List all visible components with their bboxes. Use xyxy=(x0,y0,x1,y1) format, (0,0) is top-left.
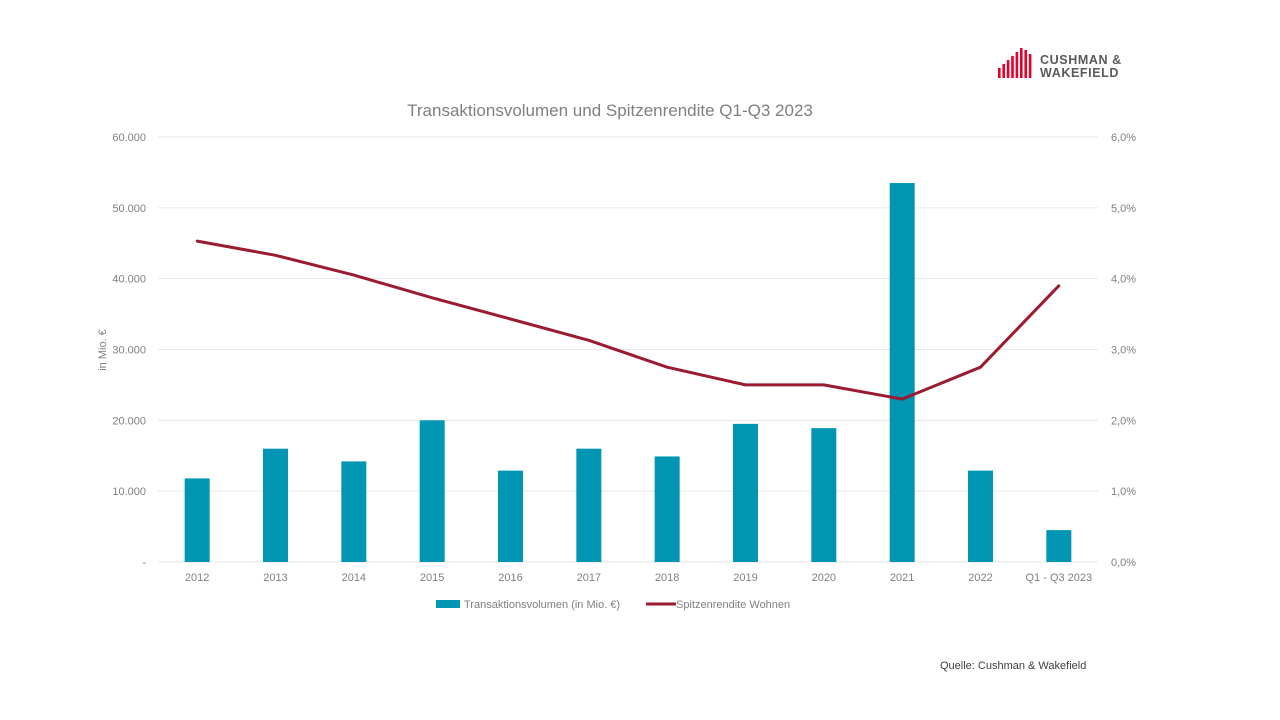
gridlines xyxy=(158,136,1098,563)
logo-stripe xyxy=(1020,48,1023,78)
chart-title: Transaktionsvolumen und Spitzenrendite Q… xyxy=(407,101,813,120)
brand-logo: CUSHMAN & WAKEFIELD xyxy=(996,48,1136,82)
left-tick-label: 30.000 xyxy=(112,345,146,357)
line-series xyxy=(195,239,1061,401)
right-tick-label: 3,0% xyxy=(1111,345,1136,357)
x-tick-label: 2020 xyxy=(812,572,836,584)
x-tick-label: 2014 xyxy=(342,572,366,584)
source-note: Quelle: Cushman & Wakefield xyxy=(940,660,1087,672)
logo-stripe xyxy=(1024,50,1027,78)
bar xyxy=(419,420,445,562)
legend-label-transaktionsvolumen: Transaktionsvolumen (in Mio. €) xyxy=(464,599,620,611)
left-tick-label: 20.000 xyxy=(112,415,146,427)
brand-line-1: CUSHMAN & xyxy=(1040,53,1122,67)
x-tick-label: 2016 xyxy=(498,572,522,584)
bar xyxy=(1046,530,1072,562)
x-tick-label: 2017 xyxy=(577,572,601,584)
x-tick-label: 2018 xyxy=(655,572,679,584)
legend: Transaktionsvolumen (in Mio. €) Spitzenre… xyxy=(436,599,790,611)
bar xyxy=(811,428,837,562)
x-tick-label: 2015 xyxy=(420,572,444,584)
legend-label-spitzenrendite: Spitzenrendite Wohnen xyxy=(676,599,790,611)
bar xyxy=(889,183,915,562)
logo-stripe xyxy=(1011,56,1014,78)
right-tick-label: 2,0% xyxy=(1111,415,1136,427)
left-tick-label: 60.000 xyxy=(112,132,146,144)
right-tick-label: 5,0% xyxy=(1111,203,1136,215)
x-tick-label: 2013 xyxy=(263,572,287,584)
x-axis-ticks: 2012 2013 2014 2015 2016 2017 2018 2019 2020 2021… xyxy=(185,572,1092,584)
right-tick-label: 1,0% xyxy=(1111,486,1136,498)
x-tick-label: 2022 xyxy=(968,572,992,584)
left-tick-label: 10.000 xyxy=(112,486,146,498)
bar xyxy=(341,461,367,562)
legend-swatch-transaktionsvolumen xyxy=(436,600,460,608)
brand-logo-mark-icon xyxy=(998,48,1032,78)
bar-series xyxy=(184,183,1072,562)
logo-stripe xyxy=(1002,64,1005,78)
right-axis-ticks: 0,0% 1,0% 2,0% 3,0% 4,0% 5,0% 6,0% xyxy=(1111,132,1136,569)
brand-logo-text: CUSHMAN & WAKEFIELD xyxy=(1040,54,1122,80)
right-tick-label: 0,0% xyxy=(1111,557,1136,569)
right-tick-label: 6,0% xyxy=(1111,132,1136,144)
logo-stripe xyxy=(1028,54,1032,78)
left-axis-ticks: - 10.000 20.000 30.000 40.000 50.000 60.000 xyxy=(112,132,146,569)
bar xyxy=(576,448,602,562)
x-tick-label: Q1 - Q3 2023 xyxy=(1026,572,1093,584)
right-tick-label: 4,0% xyxy=(1111,274,1136,286)
logo-stripe xyxy=(1006,60,1010,78)
x-tick-label: 2019 xyxy=(733,572,757,584)
bar xyxy=(184,478,210,562)
bar xyxy=(733,423,758,562)
y-axis-title: in Mio. € xyxy=(97,329,109,371)
bar xyxy=(498,470,523,562)
series-line-spitzenrendite xyxy=(195,239,1061,401)
left-tick-label: 40.000 xyxy=(112,274,146,286)
bar xyxy=(968,470,993,562)
brand-line-2: WAKEFIELD xyxy=(1040,66,1120,80)
logo-stripe xyxy=(1015,52,1019,78)
x-tick-label: 2021 xyxy=(890,572,914,584)
left-tick-label: 50.000 xyxy=(112,203,146,215)
logo-stripe xyxy=(998,68,1001,78)
left-tick-label: - xyxy=(142,557,146,569)
bar xyxy=(263,448,288,562)
bar xyxy=(654,456,680,562)
x-tick-label: 2012 xyxy=(185,572,209,584)
